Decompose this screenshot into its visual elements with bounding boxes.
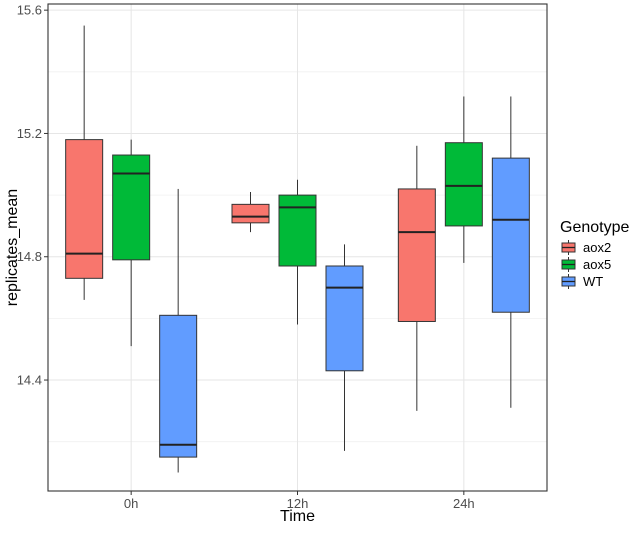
y-tick-label: 14.4 xyxy=(17,373,42,388)
x-tick-label: 24h xyxy=(453,496,475,511)
box-aox2-12h xyxy=(231,192,270,233)
box-iqr xyxy=(397,188,436,322)
legend-item-aox2: aox2 xyxy=(560,239,611,256)
legend-title: Genotype xyxy=(560,219,629,236)
box-series xyxy=(65,25,530,473)
legend-item-WT: WT xyxy=(560,273,603,290)
box-iqr xyxy=(325,265,364,372)
x-axis-ticks: 0h 12h 24h xyxy=(124,491,475,511)
x-tick-label: 0h xyxy=(124,496,138,511)
box-aox5-12h xyxy=(278,179,317,325)
y-tick-label: 14.8 xyxy=(17,249,42,264)
x-tick-label: 12h xyxy=(287,496,309,511)
box-aox5-0h xyxy=(112,139,151,347)
box-iqr xyxy=(278,194,317,267)
box-iqr xyxy=(444,142,483,227)
box-aox5-24h xyxy=(444,96,483,263)
legend-label: aox2 xyxy=(583,240,611,255)
legend-label: WT xyxy=(583,274,603,289)
box-WT-0h xyxy=(159,188,198,473)
box-iqr xyxy=(112,154,151,261)
box-aox2-0h xyxy=(65,25,104,300)
legend-label: aox5 xyxy=(583,257,611,272)
x-axis-title: Time xyxy=(280,508,315,525)
box-iqr xyxy=(65,139,104,279)
y-tick-label: 15.6 xyxy=(17,3,42,18)
box-iqr xyxy=(491,157,530,313)
box-iqr xyxy=(159,314,198,458)
legend-item-aox5: aox5 xyxy=(560,256,611,273)
y-axis-ticks: 14.4 14.8 15.2 15.6 xyxy=(17,3,48,388)
legend: Genotype aox2 aox5 WT xyxy=(560,219,629,290)
box-iqr xyxy=(231,203,270,224)
y-axis-title: replicates_mean xyxy=(4,189,21,306)
box-aox2-24h xyxy=(397,145,436,411)
y-tick-label: 15.2 xyxy=(17,126,42,141)
box-WT-24h xyxy=(491,96,530,408)
box-WT-12h xyxy=(325,244,364,451)
